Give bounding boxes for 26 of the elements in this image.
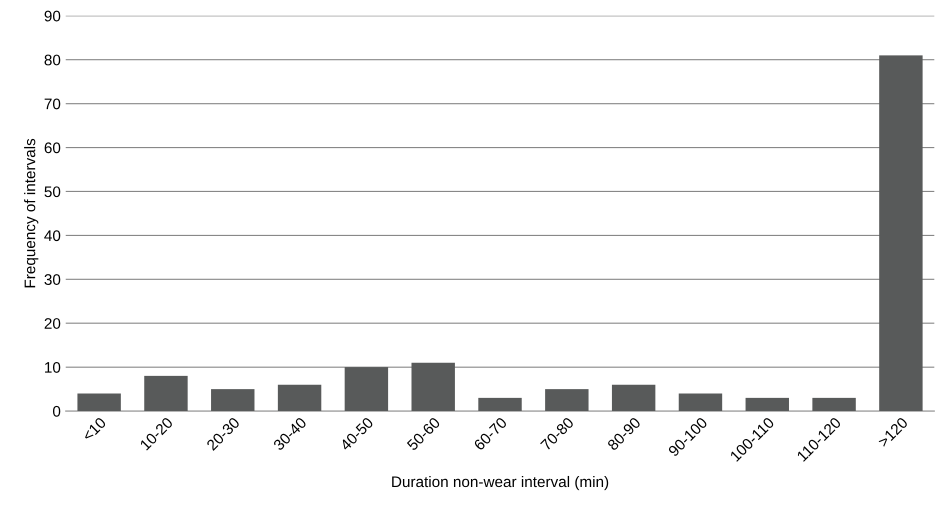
y-tick-label: 50 [44,186,60,198]
x-tick-label: <10 [82,416,107,442]
y-tick-label: 70 [44,98,60,110]
bar [545,389,589,412]
bar [144,376,188,412]
bar [211,389,254,412]
bar [411,362,455,412]
bar [478,398,522,412]
y-tick-label: 10 [45,362,60,373]
bar [612,384,656,412]
y-tick-label: 60 [44,142,60,154]
y-tick-label: 20 [44,318,60,329]
bar [278,384,322,412]
bar [678,393,722,412]
y-tick-label: 80 [44,54,60,66]
y-tick-label: 90 [44,10,60,22]
y-tick-label: 0 [52,406,60,417]
bar [344,367,388,412]
y-tick-label: 30 [44,274,60,285]
bar [746,398,789,412]
bar [879,55,923,412]
bar [812,398,856,412]
y-axis-title: Frequency of intervals [24,138,38,288]
x-axis-title: Duration non-wear interval (min) [392,476,608,490]
y-tick-label: 40 [44,230,60,242]
bar [77,393,121,412]
